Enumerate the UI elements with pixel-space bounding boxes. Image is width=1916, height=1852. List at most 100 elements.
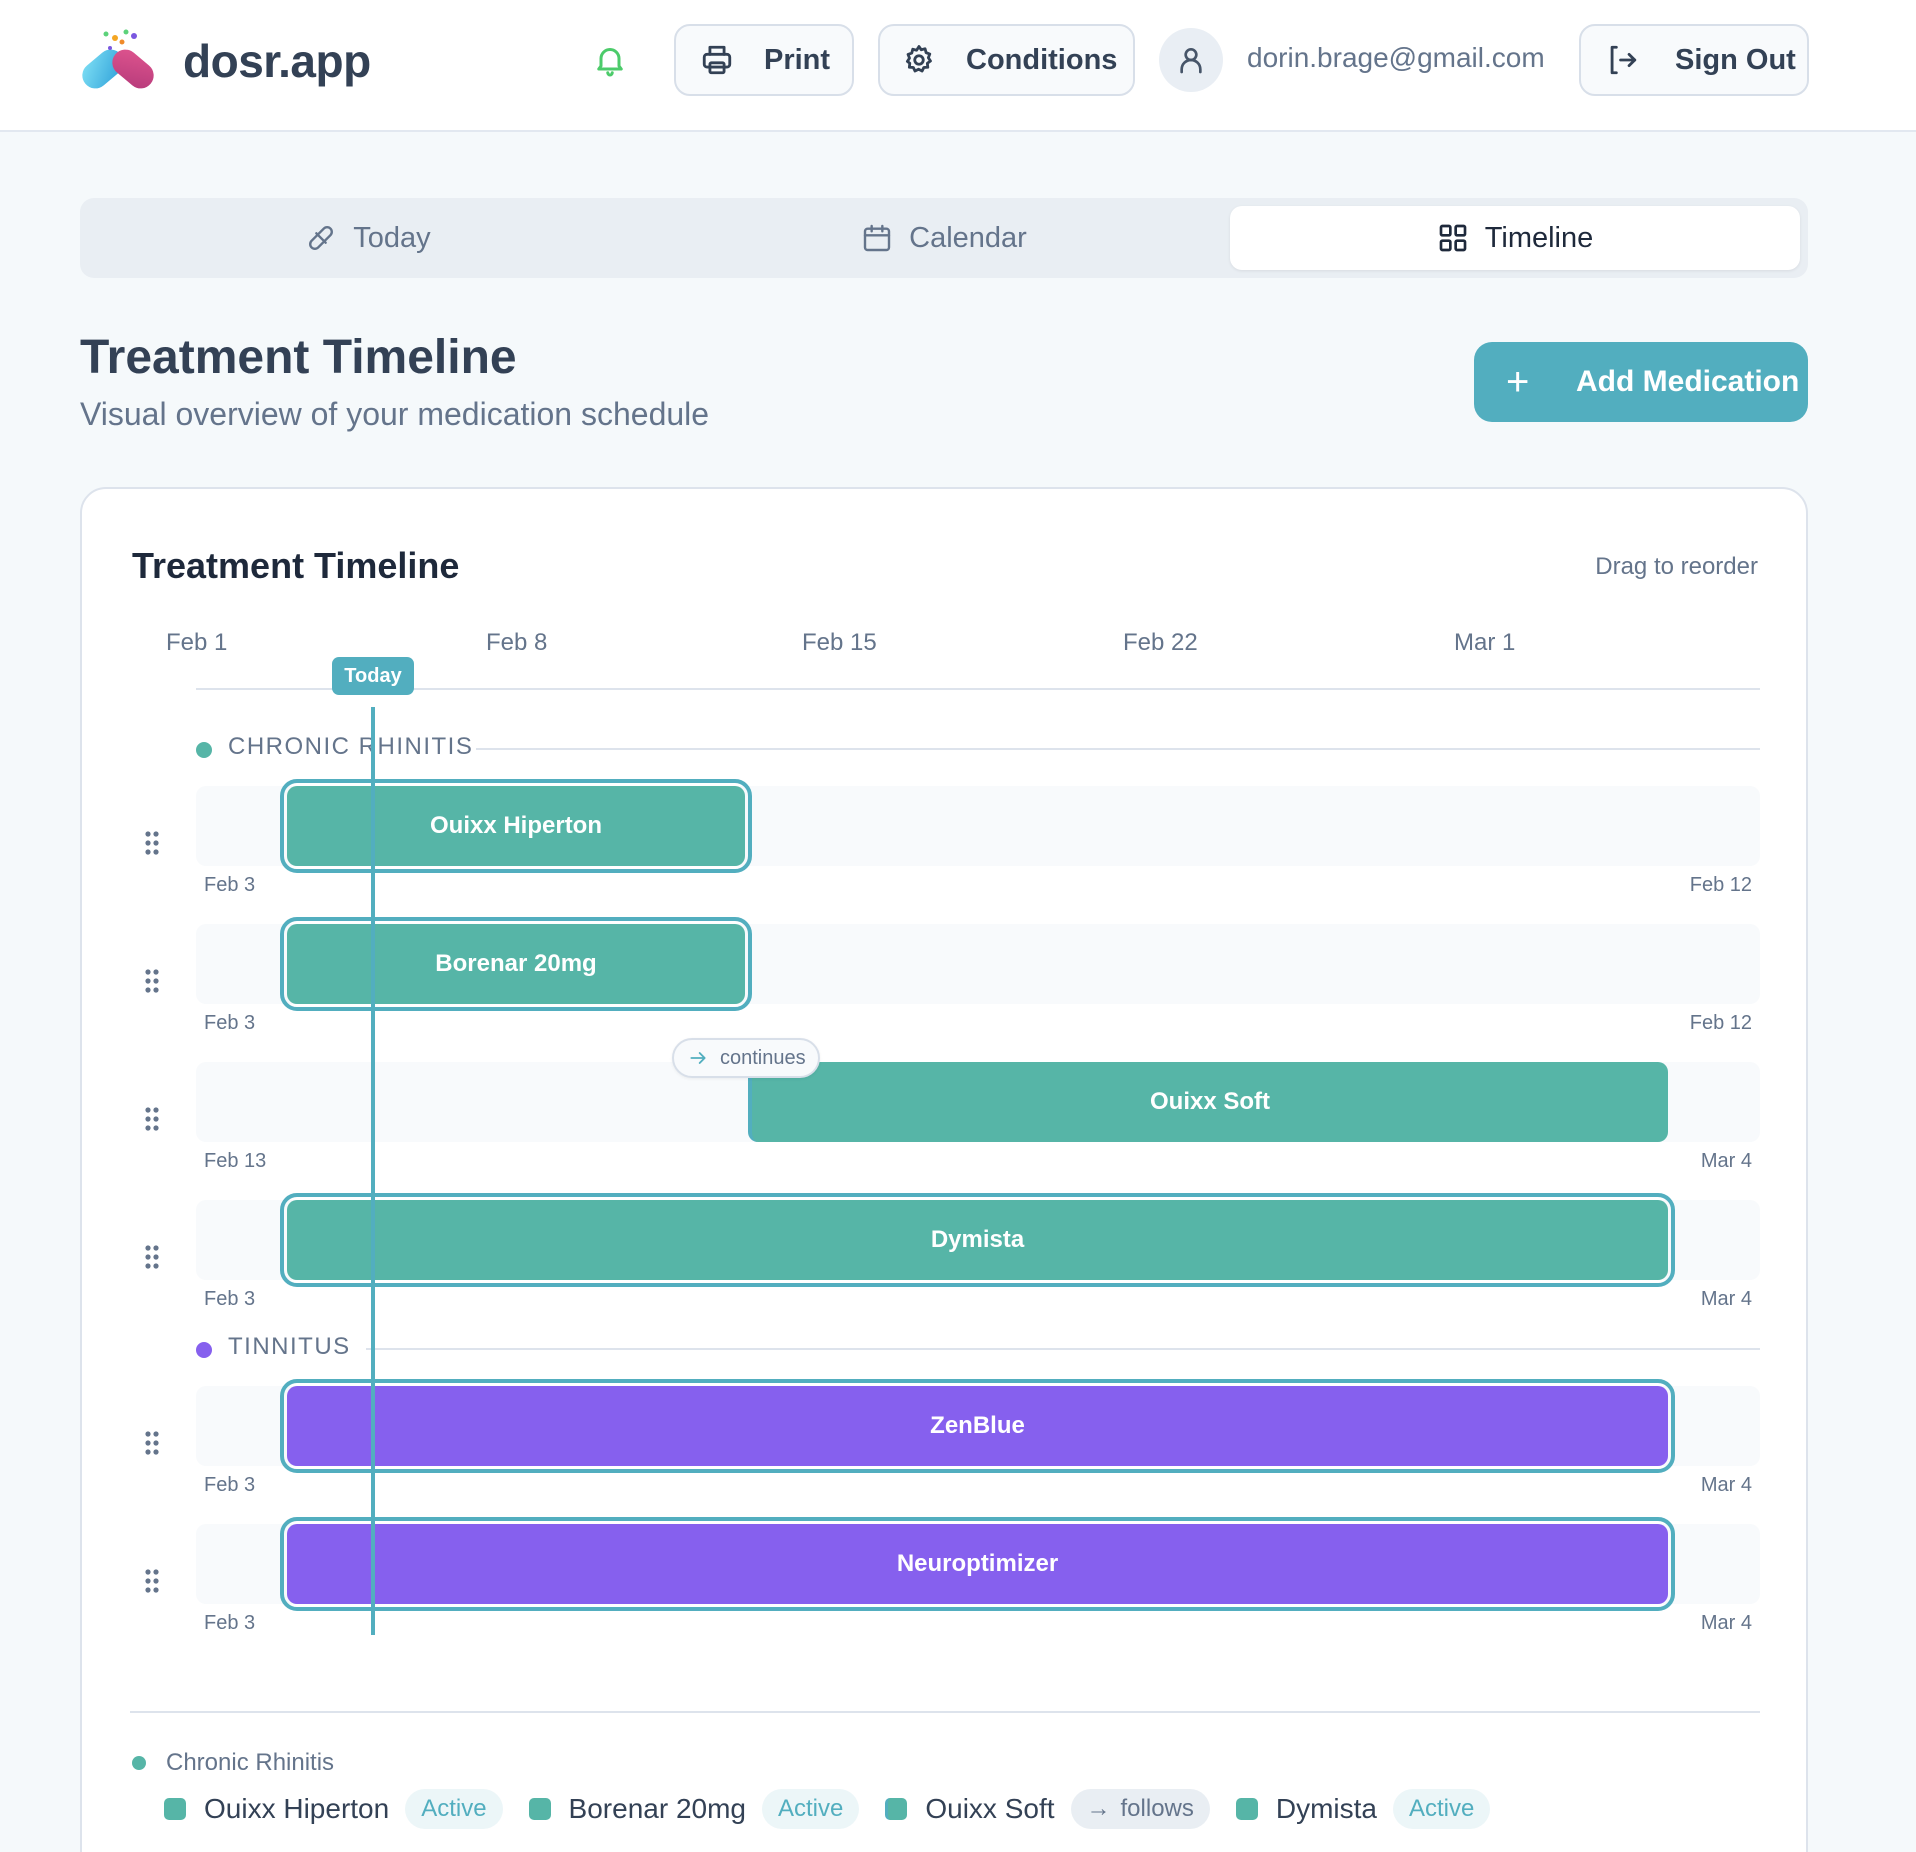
color-swatch bbox=[528, 1798, 551, 1820]
medication-row: ZenBlue Feb 3 Mar 4 bbox=[82, 1379, 1810, 1524]
logout-icon bbox=[1610, 45, 1637, 75]
legend-group-name: Chronic Rhinitis bbox=[166, 1749, 335, 1776]
medication-row: Neuroptimizer Feb 3 Mar 4 bbox=[82, 1517, 1810, 1662]
drag-handle-icon[interactable] bbox=[144, 1106, 160, 1132]
timeline-card: Treatment Timeline Drag to reorder Feb 1… bbox=[80, 487, 1808, 1852]
group-color-dot bbox=[132, 1756, 146, 1770]
medication-bar-borenar-20mg[interactable]: Borenar 20mg bbox=[280, 917, 752, 1011]
drag-hint: Drag to reorder bbox=[1595, 553, 1758, 580]
drag-handle-icon[interactable] bbox=[144, 1430, 160, 1456]
group-color-dot bbox=[196, 1342, 212, 1358]
end-date: Mar 4 bbox=[1700, 1288, 1752, 1310]
timeline-track: Ouixx Soft bbox=[196, 1062, 1760, 1142]
pill-icon bbox=[309, 226, 334, 250]
legend-item: Dymista Active bbox=[1235, 1789, 1491, 1829]
user-email: dorin.brage@gmail.com bbox=[1247, 42, 1545, 73]
legend-item: Ouixx Hiperton Active bbox=[164, 1789, 503, 1829]
sign-out-button[interactable]: Sign Out bbox=[1579, 24, 1809, 96]
legend-divider bbox=[130, 1711, 1760, 1713]
drag-handle-icon[interactable] bbox=[144, 1244, 160, 1270]
start-date: Feb 3 bbox=[204, 1012, 256, 1034]
start-date: Feb 3 bbox=[204, 1612, 256, 1634]
sign-out-label: Sign Out bbox=[1675, 43, 1796, 76]
pill-logo-icon bbox=[82, 29, 154, 89]
medication-bar-label: Ouixx Hiperton bbox=[429, 812, 603, 839]
print-label: Print bbox=[764, 43, 831, 76]
view-tabs: Today Calendar Timeline bbox=[80, 198, 1808, 278]
medication-bar-label: Ouixx Soft bbox=[1149, 1088, 1270, 1115]
axis-line bbox=[196, 688, 1760, 690]
brand-name: dosr.app bbox=[183, 35, 371, 87]
status-badge-label: follows bbox=[1120, 1795, 1194, 1822]
axis-label: Feb 15 bbox=[802, 629, 877, 656]
tab-calendar[interactable]: Calendar bbox=[664, 206, 1224, 270]
print-button[interactable]: Print bbox=[674, 24, 854, 96]
axis-label: Feb 8 bbox=[486, 629, 548, 656]
group-name: TINNITUS bbox=[228, 1333, 367, 1361]
calendar-icon bbox=[863, 224, 891, 252]
status-badge: Active bbox=[761, 1789, 860, 1829]
status-badge: → follows bbox=[1070, 1789, 1210, 1829]
timeline-track: Borenar 20mg bbox=[196, 917, 1760, 1011]
legend-item-name: Borenar 20mg bbox=[568, 1793, 746, 1824]
legend-item: Ouixx Soft → follows bbox=[885, 1789, 1210, 1829]
user-avatar[interactable] bbox=[1159, 28, 1223, 92]
timeline-track: Dymista bbox=[196, 1193, 1760, 1287]
medication-bar-label: Borenar 20mg bbox=[435, 950, 597, 977]
timeline-track: Neuroptimizer bbox=[196, 1517, 1760, 1611]
legend-item-name: Dymista bbox=[1275, 1793, 1377, 1824]
conditions-button[interactable]: Conditions bbox=[878, 24, 1135, 96]
page-title: Treatment Timeline bbox=[80, 331, 517, 384]
status-badge: Active bbox=[405, 1789, 503, 1829]
plus-icon: + bbox=[1506, 359, 1530, 404]
legend-items: Ouixx Hiperton Active Borenar 20mg Activ… bbox=[164, 1789, 1516, 1829]
medication-bar-ouixx-hiperton[interactable]: Ouixx Hiperton bbox=[280, 779, 752, 873]
medication-row: Ouixx Hiperton Feb 3 Feb 12 bbox=[82, 779, 1810, 924]
group-divider bbox=[476, 748, 1760, 750]
axis-label: Feb 1 bbox=[166, 629, 228, 656]
timeline-title: Treatment Timeline bbox=[132, 545, 460, 586]
page-subtitle: Visual overview of your medication sched… bbox=[80, 396, 710, 432]
medication-row: Dymista Feb 3 Mar 4 bbox=[82, 1193, 1810, 1338]
status-badge: Active bbox=[1393, 1789, 1491, 1829]
start-date: Feb 13 bbox=[204, 1150, 267, 1172]
end-date: Feb 12 bbox=[1689, 874, 1752, 896]
drag-handle-icon[interactable] bbox=[144, 968, 160, 994]
add-medication-button[interactable]: + Add Medication bbox=[1474, 342, 1808, 422]
tab-timeline[interactable]: Timeline bbox=[1230, 206, 1800, 270]
tab-today-label: Today bbox=[353, 221, 431, 254]
start-date: Feb 3 bbox=[204, 1474, 256, 1496]
axis-label: Feb 22 bbox=[1123, 629, 1198, 656]
medication-bar-dymista[interactable]: Dymista bbox=[280, 1193, 1675, 1287]
gear-icon bbox=[905, 45, 932, 73]
legend-item-name: Ouixx Soft bbox=[925, 1793, 1055, 1824]
medication-bar-ouixx-soft[interactable]: Ouixx Soft bbox=[748, 1062, 1668, 1142]
group-header-tinnitus: TINNITUS bbox=[196, 1333, 1760, 1363]
medication-row: Ouixx Soft Feb 13 Mar 4 bbox=[82, 1062, 1810, 1200]
notification-bell-icon[interactable] bbox=[592, 42, 628, 78]
legend-item: Borenar 20mg Active bbox=[528, 1789, 860, 1829]
legend-group-chronic-rhinitis: Chronic Rhinitis bbox=[132, 1749, 334, 1777]
tab-today[interactable]: Today bbox=[88, 206, 648, 270]
medication-bar-label: ZenBlue bbox=[930, 1412, 1025, 1439]
color-swatch bbox=[164, 1798, 186, 1820]
user-icon bbox=[1180, 48, 1202, 74]
tab-calendar-label: Calendar bbox=[909, 221, 1027, 254]
start-date: Feb 3 bbox=[204, 1288, 256, 1310]
group-color-dot bbox=[196, 742, 212, 758]
end-date: Mar 4 bbox=[1700, 1612, 1752, 1634]
color-swatch bbox=[1235, 1798, 1258, 1820]
drag-handle-icon[interactable] bbox=[144, 1568, 160, 1594]
continues-label: continues bbox=[720, 1046, 806, 1069]
continues-badge: continues bbox=[672, 1038, 820, 1078]
medication-bar-label: Neuroptimizer bbox=[896, 1550, 1059, 1577]
medication-bar-neuroptimizer[interactable]: Neuroptimizer bbox=[280, 1517, 1675, 1611]
end-date: Mar 4 bbox=[1700, 1150, 1752, 1172]
tab-timeline-label: Timeline bbox=[1484, 221, 1594, 254]
app-header: dosr.app Print Conditions dorin.brage@gm… bbox=[0, 0, 1916, 132]
end-date: Mar 4 bbox=[1700, 1474, 1752, 1496]
arrow-right-icon: → bbox=[1086, 1795, 1111, 1822]
drag-handle-icon[interactable] bbox=[144, 830, 160, 856]
grid-icon bbox=[1439, 224, 1467, 252]
medication-bar-zenblue[interactable]: ZenBlue bbox=[280, 1379, 1675, 1473]
